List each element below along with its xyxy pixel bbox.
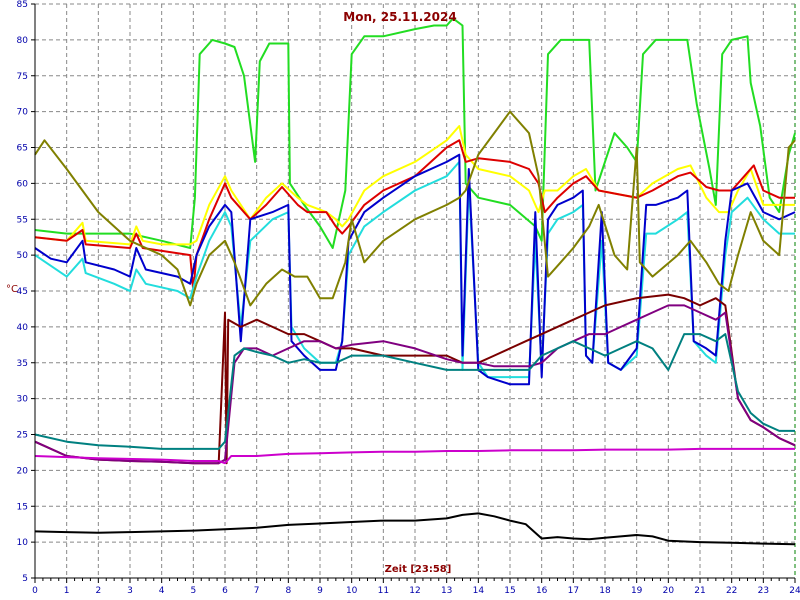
- x-axis-label: Zeit [23:58]: [385, 564, 452, 575]
- series-line-1: [34, 17, 796, 249]
- x-tick-label: 23: [758, 586, 769, 596]
- x-tick-label: 24: [789, 586, 800, 596]
- y-tick-label: 60: [17, 179, 29, 189]
- series-line-10: [34, 447, 795, 465]
- chart-title: Mon, 25.11.2024: [343, 10, 456, 24]
- series-line-5: [34, 153, 796, 386]
- series-line-11: [34, 512, 796, 546]
- y-tick-label: 35: [17, 359, 28, 369]
- y-tick-label: 80: [17, 36, 29, 46]
- x-tick-label: 12: [409, 586, 420, 596]
- series-line-8: [34, 304, 796, 465]
- y-tick-label: 20: [17, 466, 29, 476]
- x-tick-label: 13: [441, 586, 452, 596]
- x-tick-label: 22: [726, 586, 737, 596]
- x-tick-label: 18: [599, 586, 611, 596]
- x-tick-label: 20: [663, 586, 675, 596]
- x-tick-label: 4: [159, 586, 165, 596]
- series-line-2: [34, 125, 795, 246]
- y-tick-label: 55: [17, 215, 28, 225]
- x-tick-label: 10: [346, 586, 358, 596]
- y-tick-label: 85: [17, 0, 28, 10]
- x-tick-label: 1: [64, 586, 70, 596]
- y-tick-label: 45: [17, 287, 28, 297]
- x-tick-label: 8: [285, 586, 291, 596]
- x-tick-label: 6: [222, 586, 228, 596]
- x-tick-label: 17: [568, 586, 579, 596]
- y-axis-label: °C: [6, 284, 18, 295]
- series-line-6: [34, 110, 796, 307]
- series-line-7: [34, 293, 796, 465]
- x-tick-label: 0: [32, 586, 38, 596]
- y-tick-label: 65: [17, 144, 28, 154]
- x-tick-label: 11: [378, 586, 389, 596]
- x-tick-label: 5: [190, 586, 196, 596]
- y-tick-label: 10: [17, 538, 29, 548]
- x-tick-label: 15: [504, 586, 515, 596]
- x-tick-label: 19: [631, 586, 643, 596]
- y-tick-label: 15: [17, 502, 28, 512]
- y-tick-label: 25: [17, 431, 28, 441]
- x-tick-label: 9: [317, 586, 323, 596]
- x-tick-label: 16: [536, 586, 548, 596]
- x-tick-label: 21: [694, 586, 705, 596]
- x-tick-label: 3: [127, 586, 133, 596]
- series-lines: [34, 17, 796, 546]
- y-tick-label: 75: [17, 72, 28, 82]
- x-tick-label: 7: [254, 586, 260, 596]
- y-tick-label: 40: [17, 323, 29, 333]
- grid: [35, 3, 796, 578]
- series-line-9: [34, 333, 795, 450]
- x-tick-label: 14: [473, 586, 485, 596]
- y-tick-label: 50: [17, 251, 29, 261]
- y-tick-label: 30: [17, 395, 29, 405]
- x-tick-label: 2: [95, 586, 101, 596]
- y-tick-label: 5: [22, 574, 28, 584]
- y-tick-label: 70: [17, 108, 29, 118]
